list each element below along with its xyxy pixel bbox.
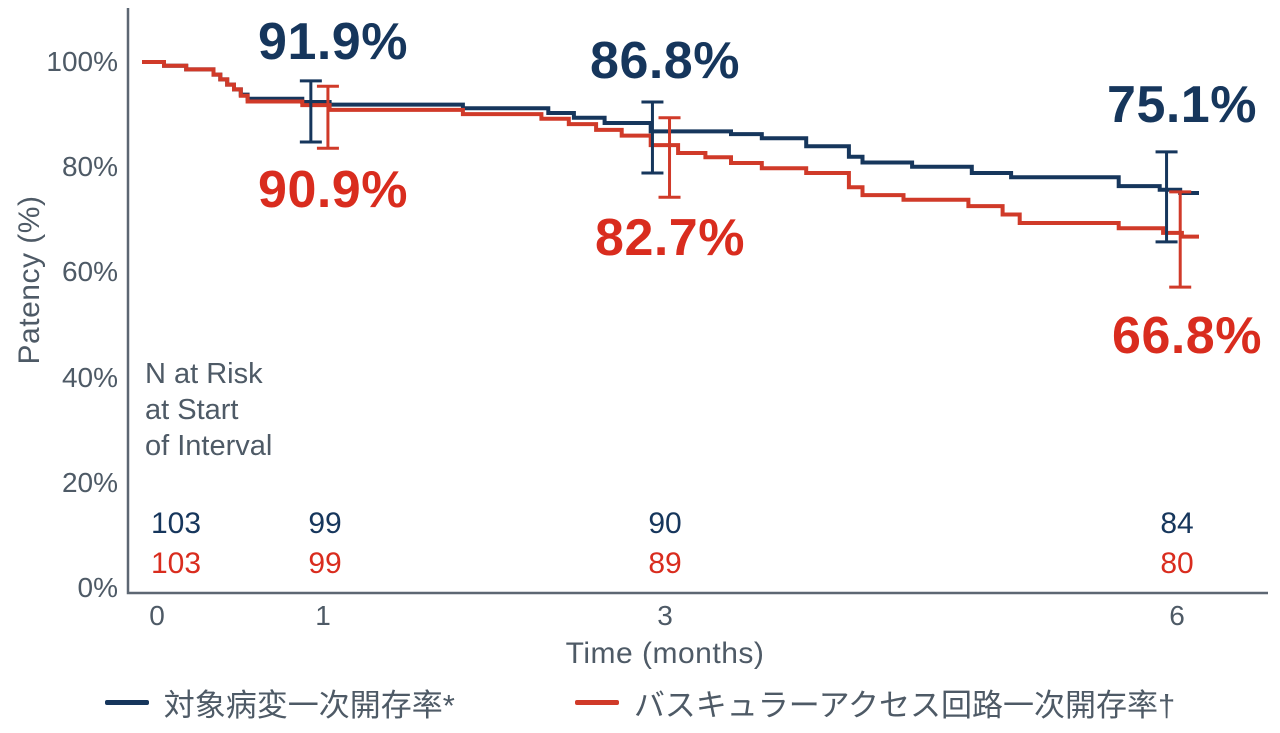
annotation-target-lesion-3m: 86.8% (590, 32, 740, 90)
red-line-swatch-icon (574, 699, 619, 705)
y-tick-label-60: 60% (61, 256, 118, 287)
error-bar-1 (316, 84, 339, 150)
km-curve-1 (142, 60, 1199, 239)
y-tick-label-20: 20% (61, 467, 118, 498)
error-bar-0 (299, 79, 322, 144)
y-tick-label-0: 0% (77, 572, 118, 603)
n-at-risk-red-1m: 99 (308, 547, 342, 580)
legend-item-target-lesion: 対象病変一次開存率* (104, 680, 455, 725)
annotation-target-lesion-6m: 75.1% (1107, 76, 1257, 134)
annotation-access-circuit-6m: 66.8% (1112, 307, 1262, 365)
error-bar-0 (641, 100, 664, 175)
annotation-access-circuit-3m: 82.7% (595, 209, 745, 267)
x-tick-label-1: 1 (315, 600, 331, 631)
x-tick-label-0: 0 (149, 600, 165, 631)
error-bar-0 (1155, 150, 1178, 244)
n-at-risk-heading-line-2: at Start (145, 394, 239, 426)
n-at-risk-heading-line-3: of Interval (145, 430, 273, 462)
annotation-access-circuit-1m: 90.9% (258, 161, 408, 219)
y-tick-label-80: 80% (61, 151, 118, 182)
n-at-risk-navy-6m: 84 (1160, 507, 1194, 540)
error-bar-1 (658, 116, 681, 199)
annotation-target-lesion-1m: 91.9% (258, 13, 408, 71)
legend-label-access-circuit: バスキュラーアクセス回路一次開存率† (633, 687, 1176, 723)
y-axis-title: Patency (%) (13, 195, 46, 365)
axes (126, 8, 1268, 595)
x-tick-label-3: 3 (657, 600, 673, 631)
n-at-risk-red-0m: 103 (150, 547, 202, 580)
y-tick-label-40: 40% (61, 362, 118, 393)
n-at-risk-red-3m: 89 (648, 547, 682, 580)
navy-line-swatch-icon (104, 699, 149, 705)
legend-item-access-circuit: バスキュラーアクセス回路一次開存率† (574, 680, 1176, 725)
n-at-risk-heading: N at Risk at Start of Interval (145, 356, 272, 464)
legend: 対象病変一次開存率* バスキュラーアクセス回路一次開存率† (0, 680, 1280, 725)
n-at-risk-navy-1m: 99 (308, 507, 342, 540)
y-tick-label-100: 100% (46, 46, 118, 77)
x-tick-label-6: 6 (1169, 600, 1185, 631)
n-at-risk-red-6m: 80 (1160, 547, 1194, 580)
n-at-risk-navy-3m: 90 (648, 507, 682, 540)
n-at-risk-heading-line-1: N at Risk (145, 358, 263, 390)
x-axis-title: Time (months) (565, 637, 765, 670)
error-bar-1 (1169, 190, 1192, 289)
legend-label-target-lesion: 対象病変一次開存率* (163, 687, 455, 723)
n-at-risk-navy-0m: 103 (150, 507, 202, 540)
